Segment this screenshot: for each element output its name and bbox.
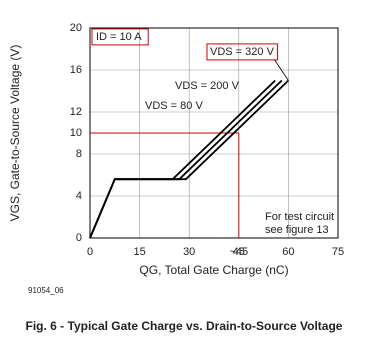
y-tick-label: 4 xyxy=(76,190,82,202)
x-tick-label: 30 xyxy=(183,246,195,258)
note: For test circuit xyxy=(265,211,334,223)
figure-id: 91054_06 xyxy=(28,286,64,295)
note: see figure 13 xyxy=(265,224,329,236)
y-axis-label: VGS, Gate-to-Source Voltage (V) xyxy=(8,45,22,222)
y-tick-label: 12 xyxy=(70,106,82,118)
series-label: VDS = 200 V xyxy=(175,80,240,92)
y-tick-label: 20 xyxy=(70,22,82,34)
x-tick-label: 15 xyxy=(133,246,145,258)
caption: Fig. 6 - Typical Gate Charge vs. Drain-t… xyxy=(26,319,343,333)
marker-y-label: 10 xyxy=(70,127,82,139)
series-label: VDS = 80 V xyxy=(145,100,203,112)
marker-x-label: ~45 xyxy=(229,246,248,258)
x-tick-label: 60 xyxy=(282,246,294,258)
series-label: VDS = 320 V xyxy=(210,46,275,58)
label-leader xyxy=(274,59,289,81)
y-tick-label: 16 xyxy=(70,64,82,76)
series-line xyxy=(89,79,290,239)
x-tick-label: 45 xyxy=(233,246,245,258)
y-tick-label: 8 xyxy=(76,148,82,160)
x-axis-label: QG, Total Gate Charge (nC) xyxy=(139,263,288,277)
y-tick-label: 0 xyxy=(76,232,82,244)
condition: ID = 10 A xyxy=(96,31,142,43)
series-label-box xyxy=(206,43,279,61)
condition-box xyxy=(91,28,149,46)
x-tick-label: 75 xyxy=(332,246,344,258)
x-tick-label: 0 xyxy=(87,246,93,258)
